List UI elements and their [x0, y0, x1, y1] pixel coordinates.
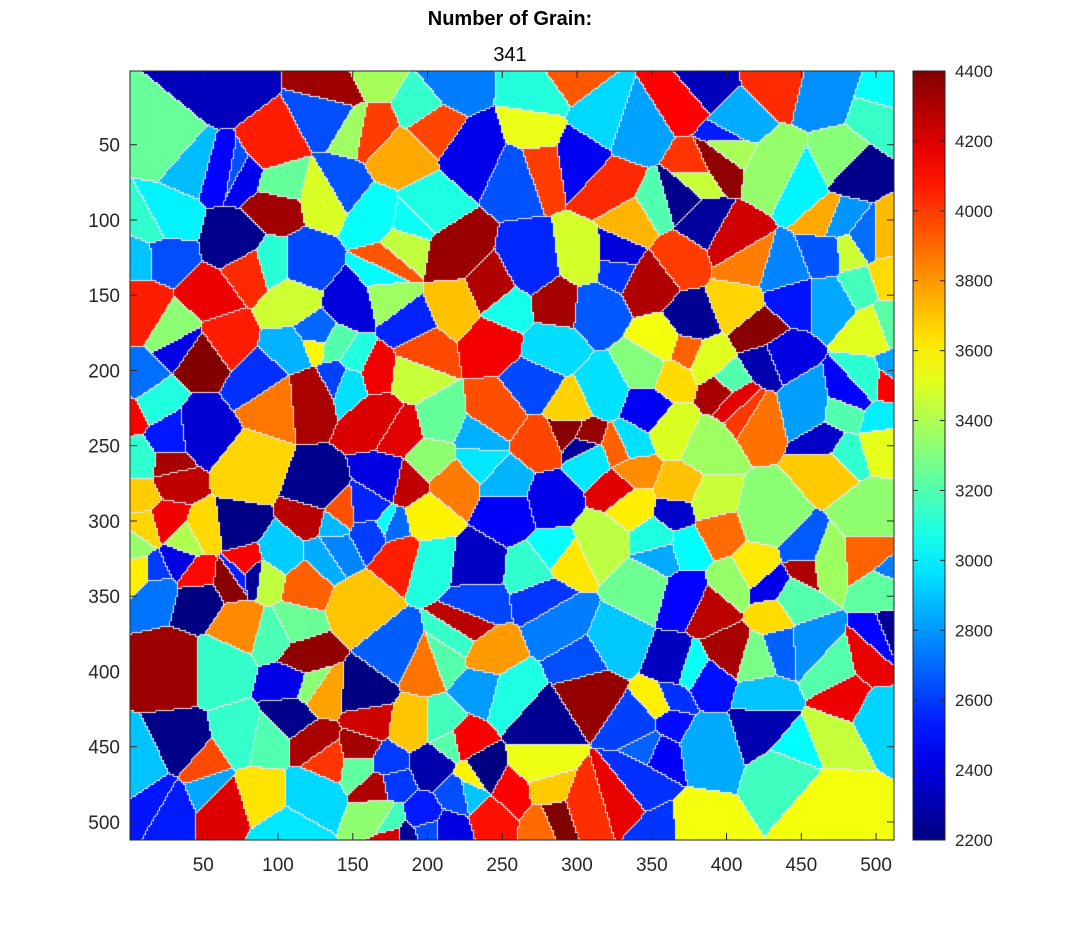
x-tick-label: 350 — [636, 855, 668, 876]
x-axis: 50 100 150 200 250 300 350 400 450 500 — [193, 71, 892, 876]
y-tick-label: 100 — [88, 211, 120, 232]
y-tick-label: 200 — [88, 361, 120, 382]
colorbar-tick-label: 2200 — [955, 831, 993, 850]
x-tick-label: 200 — [412, 855, 444, 876]
plot-frame — [129, 70, 895, 841]
y-tick-label: 350 — [88, 587, 120, 608]
x-tick-label: 100 — [262, 855, 294, 876]
colorbar-tick-label: 4000 — [955, 202, 993, 221]
colorbar-tick-label: 3400 — [955, 412, 993, 431]
x-tick-label: 400 — [711, 855, 743, 876]
y-tick-label: 500 — [88, 813, 120, 834]
y-tick-label: 400 — [88, 662, 120, 683]
y-tick-label: 250 — [88, 437, 120, 458]
chart-subtitle: 341 — [493, 44, 527, 66]
chart-title: Number of Grain: — [427, 8, 593, 30]
grain-map — [130, 71, 894, 840]
colorbar-tick-label: 2800 — [955, 621, 993, 640]
colorbar-tick-label: 2400 — [955, 761, 993, 780]
colorbar: 2200 2400 2600 2800 3000 3200 3400 3600 3800 4000… — [912, 62, 993, 850]
y-tick-label: 50 — [99, 136, 120, 157]
x-tick-label: 50 — [193, 855, 214, 876]
colorbar-tick-label: 2600 — [955, 691, 993, 710]
colorbar-tick-label: 4400 — [955, 62, 993, 81]
colorbar-tick-label: 3200 — [955, 481, 993, 500]
x-tick-label: 300 — [561, 855, 593, 876]
y-tick-label: 450 — [88, 738, 120, 759]
y-tick-label: 150 — [88, 286, 120, 307]
colorbar-tick-label: 3600 — [955, 342, 993, 361]
grain-map-image — [130, 71, 894, 840]
colorbar-tick-label: 3800 — [955, 272, 993, 291]
x-tick-label: 450 — [785, 855, 817, 876]
colorbar-gradient — [912, 70, 946, 841]
x-tick-label: 500 — [860, 855, 892, 876]
colorbar-tick-label: 4200 — [955, 132, 993, 151]
colorbar-tick-label: 3000 — [955, 551, 993, 570]
x-tick-label: 250 — [486, 855, 518, 876]
x-tick-label: 150 — [337, 855, 369, 876]
y-axis: 50 100 150 200 250 300 350 400 450 500 — [88, 136, 894, 834]
y-tick-label: 300 — [88, 512, 120, 533]
